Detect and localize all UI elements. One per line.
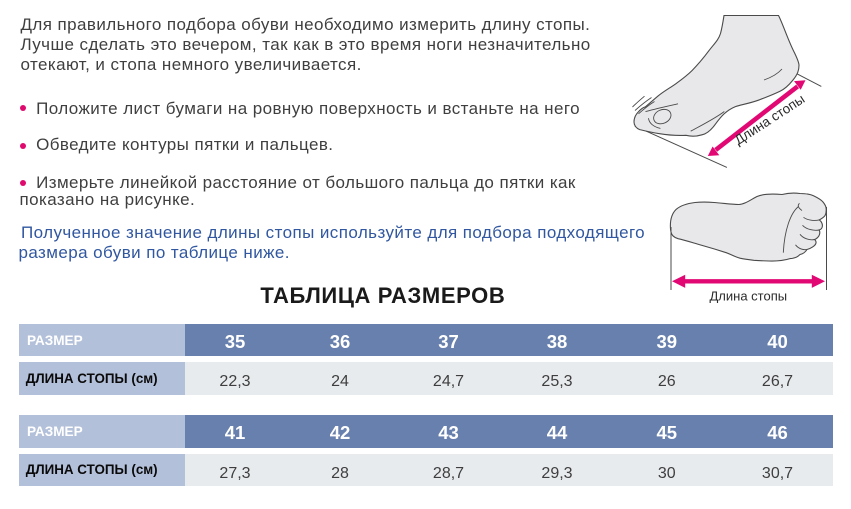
svg-text:Длина стопы: Длина стопы — [710, 289, 788, 304]
